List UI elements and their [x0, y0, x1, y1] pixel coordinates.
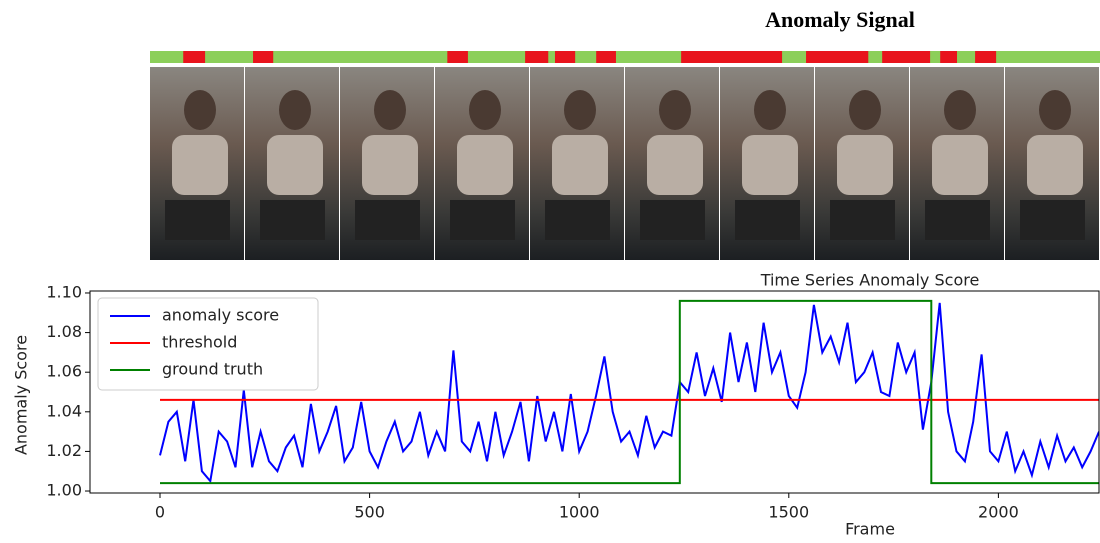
- workbench: [260, 200, 325, 240]
- person-head: [279, 90, 311, 130]
- anomaly-segment: [596, 51, 616, 63]
- person-body: [552, 135, 608, 195]
- workbench: [640, 200, 705, 240]
- anomaly-segment: [447, 51, 468, 63]
- y-tick-label: 1.04: [46, 401, 82, 420]
- workbench: [830, 200, 895, 240]
- person-head: [1039, 90, 1071, 130]
- legend-label: anomaly score: [162, 306, 279, 325]
- legend-box: [97, 297, 319, 391]
- signal-bar: [150, 51, 1100, 63]
- anomaly-segment: [940, 51, 958, 63]
- y-tick-label: 1.06: [46, 362, 82, 381]
- anomaly-segment: [882, 51, 931, 63]
- x-tick-label: 500: [354, 503, 385, 522]
- person-body: [172, 135, 228, 195]
- person-head: [184, 90, 216, 130]
- person-body: [837, 135, 893, 195]
- anomaly-segment: [975, 51, 997, 63]
- anomaly-segment: [525, 51, 549, 63]
- series-line: [159, 302, 1099, 484]
- chart-title: Time Series Anomaly Score: [760, 271, 980, 290]
- person-head: [564, 90, 596, 130]
- anomaly-segment: [806, 51, 869, 63]
- workbench: [355, 200, 420, 240]
- anomaly-segment: [681, 51, 783, 63]
- person-head: [849, 90, 881, 130]
- anomaly-segment: [183, 51, 206, 63]
- person-body: [742, 135, 798, 195]
- x-axis-label: Frame: [845, 520, 895, 539]
- x-tick-label: 1000: [559, 503, 600, 522]
- y-tick-label: 1.02: [46, 441, 82, 460]
- workbench: [925, 200, 990, 240]
- y-tick-label: 1.10: [46, 282, 82, 301]
- plot-frame: [89, 290, 1100, 494]
- y-tick-label: 1.00: [46, 481, 82, 500]
- person-body: [647, 135, 703, 195]
- person-body: [932, 135, 988, 195]
- person-head: [469, 90, 501, 130]
- x-tick-label: 0: [155, 503, 165, 522]
- person-head: [754, 90, 786, 130]
- workbench: [450, 200, 515, 240]
- video-frames: [150, 67, 1099, 260]
- person-body: [457, 135, 513, 195]
- x-tick-label: 2000: [978, 503, 1019, 522]
- y-axis-label: Anomaly Score: [12, 335, 31, 455]
- legend-label: ground truth: [162, 360, 263, 379]
- series-line: [160, 299, 1099, 485]
- person-body: [267, 135, 323, 195]
- anomaly-segment: [253, 51, 274, 63]
- legend-label: threshold: [162, 333, 237, 352]
- workbench: [735, 200, 800, 240]
- workbench: [1020, 200, 1085, 240]
- person-head: [944, 90, 976, 130]
- y-tick-label: 1.08: [46, 322, 82, 341]
- person-head: [374, 90, 406, 130]
- person-body: [1027, 135, 1083, 195]
- person-body: [362, 135, 418, 195]
- workbench: [165, 200, 230, 240]
- anomaly-segment: [554, 51, 576, 63]
- chart-title: Anomaly Signal: [765, 7, 915, 32]
- x-tick-label: 1500: [768, 503, 809, 522]
- person-head: [659, 90, 691, 130]
- workbench: [545, 200, 610, 240]
